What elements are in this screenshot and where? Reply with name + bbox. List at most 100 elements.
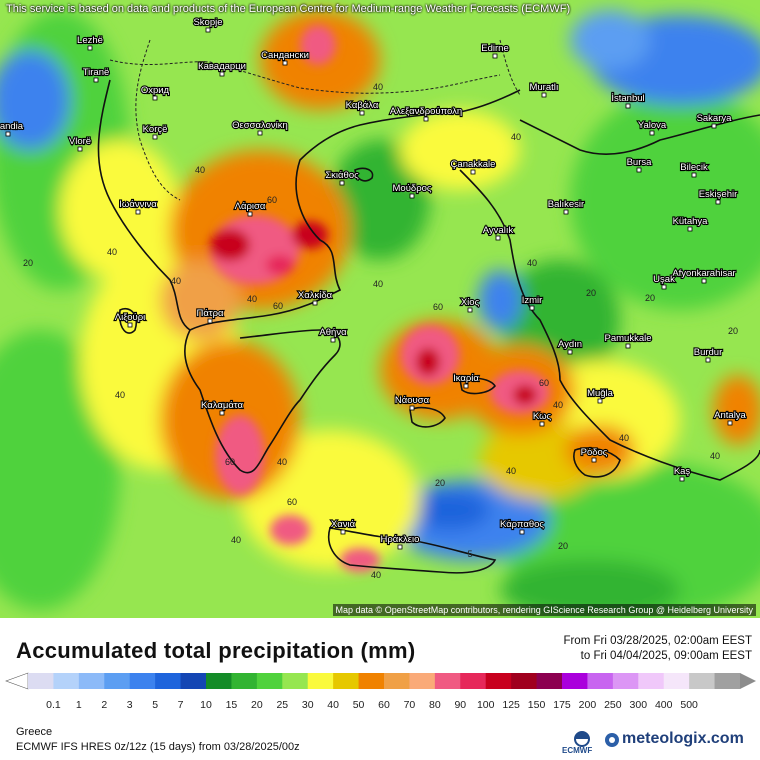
precip-peaks — [210, 25, 550, 572]
colorbar-swatch — [333, 673, 360, 689]
city-dot — [495, 235, 501, 241]
city-dot — [539, 421, 545, 427]
city-marker: Eskişehir — [698, 188, 738, 205]
contour-label: 40 — [107, 247, 117, 257]
city-marker: Kütahya — [671, 215, 709, 232]
city-marker: Pamukkale — [603, 332, 653, 349]
colorbar-label: 300 — [630, 699, 648, 711]
period-to: to Fri 04/04/2025, 09:00am EEST — [580, 650, 752, 662]
city-marker: Λιξούρι — [114, 311, 146, 328]
contour-label: 40 — [171, 276, 181, 286]
city-marker: Μούδρος — [391, 182, 433, 199]
contour-label: 40 — [231, 535, 241, 545]
city-dot — [330, 337, 336, 343]
city-dot — [567, 349, 573, 355]
brand-name[interactable]: meteologix.com — [622, 730, 744, 747]
ecmwf-logo-icon — [574, 731, 590, 747]
city-marker: İstanbul — [610, 92, 646, 109]
city-label: Ρόδος — [581, 447, 608, 458]
city-label: Сандански — [261, 50, 309, 61]
city-marker: Vlorë — [68, 135, 92, 152]
city-label: Vlorë — [69, 136, 91, 147]
colorbar-label: 30 — [302, 699, 314, 711]
contour-label: 20 — [23, 258, 33, 268]
page-title: Accumulated total precipitation (mm) — [16, 638, 416, 663]
city-marker: Korçë — [141, 123, 169, 140]
city-marker: Χανιά — [330, 518, 357, 535]
city-marker: Antalya — [713, 409, 748, 426]
city-marker: Κως — [532, 410, 553, 427]
city-dot — [135, 209, 141, 215]
city-label: Ιωάννινα — [119, 199, 157, 210]
city-label: Yalova — [638, 120, 667, 131]
city-label: Μούδρος — [393, 183, 432, 194]
colorbar-swatch — [307, 673, 334, 689]
colorbar-label: 0.1 — [46, 699, 61, 711]
city-dot — [649, 130, 655, 136]
precipitation-map: 20 40 40 60 40 40 40 40 60 40 60 40 40 60 40 40 40 60 40 20… — [0, 0, 760, 618]
city-dot — [409, 405, 415, 411]
city-label: Lezhë — [77, 35, 103, 46]
city-marker: Ικαρία — [452, 372, 480, 389]
colorbar-low-arrow — [5, 672, 29, 690]
colorbar-label: 175 — [553, 699, 571, 711]
contour-label: 40 — [115, 390, 125, 400]
city-marker: Κάρπαθος — [499, 518, 546, 535]
city-dot — [636, 167, 642, 173]
colorbar-label: 150 — [528, 699, 546, 711]
colorbar-label: 50 — [353, 699, 365, 711]
city-marker: Χαλκίδα — [297, 289, 334, 306]
contour-label: 40 — [553, 400, 563, 410]
colorbar-label: 15 — [226, 699, 238, 711]
city-label: Muğla — [587, 388, 614, 399]
colorbar-swatch — [384, 673, 410, 689]
colorbar-label: 100 — [477, 699, 495, 711]
model-info: ECMWF IFS HRES 0z/12z (15 days) from 03/… — [16, 741, 300, 753]
colorbar-label: 25 — [276, 699, 288, 711]
city-label: Bilecik — [680, 162, 708, 173]
city-marker: Muratlı — [528, 81, 560, 98]
colorbar-label: 200 — [579, 699, 597, 711]
city-dot — [340, 529, 346, 535]
city-label: Θεσσαλονίκη — [232, 120, 288, 131]
city-marker: Λάρισα — [234, 200, 267, 217]
colorbar-swatch — [409, 673, 436, 689]
contour-label: 60 — [273, 301, 283, 311]
city-dot — [205, 27, 211, 33]
city-dot — [661, 284, 667, 290]
city-label: Eskişehir — [699, 189, 738, 200]
city-dot — [339, 180, 345, 186]
colorbar-label: 70 — [404, 699, 416, 711]
colorbar-label: 7 — [178, 699, 184, 711]
city-label: Χανιά — [331, 519, 356, 530]
city-dot — [470, 169, 476, 175]
contour-label: 40 — [195, 165, 205, 175]
colorbar-label: 90 — [454, 699, 466, 711]
city-marker: Кавадарци — [197, 60, 247, 77]
city-marker: Καβάλα — [345, 99, 380, 116]
colorbar-swatch — [638, 673, 665, 689]
colorbar-swatch — [256, 673, 283, 689]
city-marker: Tiranë — [82, 66, 110, 83]
contour-label: 20 — [558, 541, 568, 551]
city-label: Bursa — [627, 157, 653, 168]
city-marker: Ηράκλειο — [379, 533, 421, 550]
coastlines — [97, 79, 760, 574]
city-label: Ηράκλειο — [381, 534, 420, 545]
map-credit: Map data © OpenStreetMap contributors, r… — [332, 604, 756, 616]
city-marker: Uşak — [652, 273, 676, 290]
city-marker: Çanakkale — [449, 158, 497, 175]
city-dot — [463, 383, 469, 389]
city-dot — [409, 193, 415, 199]
city-label: Кавадарци — [198, 61, 246, 72]
city-marker: Πάτρα — [195, 307, 225, 324]
forecast-period: From Fri 03/28/2025, 02:00am EEST to Fri… — [563, 634, 752, 664]
contour-label: 60 — [287, 497, 297, 507]
city-dot — [705, 357, 711, 363]
city-dot — [529, 305, 535, 311]
city-label: Λάρισα — [235, 201, 266, 212]
city-label: Χαλκίδα — [298, 290, 333, 301]
colorbar-swatch — [689, 673, 716, 689]
city-dot — [701, 278, 707, 284]
city-marker: Охрид — [140, 84, 171, 101]
